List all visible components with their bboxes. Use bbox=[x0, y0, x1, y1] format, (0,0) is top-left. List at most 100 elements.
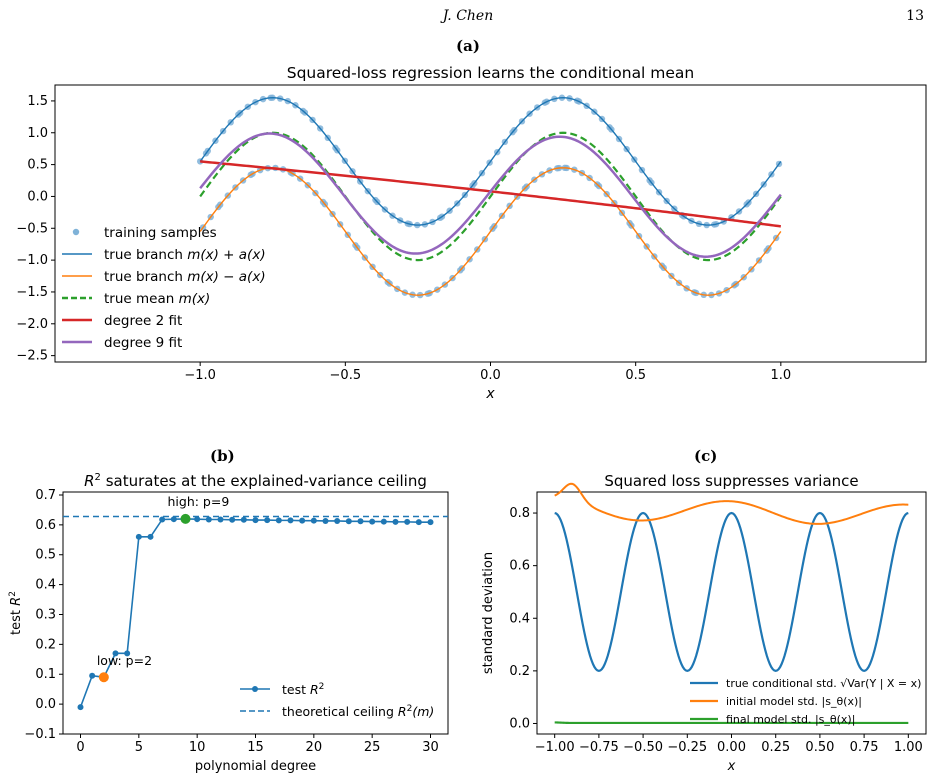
c-legend-label: true conditional std. √Var(Y | X = x) bbox=[726, 677, 921, 690]
b-xtick-label: 10 bbox=[189, 740, 206, 755]
b-ytick-label: −0.1 bbox=[24, 727, 56, 742]
b-ytick-label: 0.4 bbox=[35, 578, 56, 593]
b-ytick-label: 0.2 bbox=[35, 637, 56, 652]
a-legend-label: training samples bbox=[104, 225, 217, 241]
b-ytick-label: 0.3 bbox=[35, 607, 56, 622]
b-ytick-label: 0.6 bbox=[35, 518, 56, 533]
b-series-point bbox=[205, 516, 212, 523]
a-xtick-label: 0.5 bbox=[625, 368, 646, 383]
b-series-point bbox=[240, 516, 247, 523]
b-xtick-label: 0 bbox=[76, 740, 84, 755]
b-series-point bbox=[322, 517, 329, 524]
chart-a: −1.0 −0.5 0.0 0.5 1.0 −2.5 −2.0 −1.5 −1.0 −0.5 0.0… bbox=[16, 64, 927, 402]
a-title: Squared-loss regression learns the condi… bbox=[287, 64, 695, 82]
a-xtick-label: 0.0 bbox=[480, 368, 501, 383]
panel-label-b: (b) bbox=[210, 447, 235, 465]
c-legend-label: final model std. |s_θ(x)| bbox=[726, 713, 855, 726]
a-ytick-label: 1.0 bbox=[27, 126, 48, 141]
c-series-true-std bbox=[554, 511, 909, 673]
c-xlabel: x bbox=[727, 759, 736, 774]
c-ytick-label: 0.0 bbox=[509, 716, 530, 731]
a-ytick-label: −2.0 bbox=[16, 317, 48, 332]
chart-c: −1.00 −0.75 −0.50 −0.25 0.00 0.25 0.50 0.75 1.00… bbox=[481, 472, 927, 774]
b-xtick-label: 15 bbox=[247, 740, 264, 755]
c-xtick-label: −1.00 bbox=[535, 740, 575, 755]
c-series-initial-std bbox=[554, 482, 909, 525]
page-number: 13 bbox=[906, 8, 924, 24]
b-series-test-r2 bbox=[79, 518, 431, 708]
b-highlight-label: low: p=2 bbox=[97, 653, 152, 668]
b-series-point bbox=[159, 516, 166, 523]
b-ytick-label: 0.7 bbox=[35, 488, 56, 503]
b-series-point bbox=[415, 519, 422, 526]
a-legend-label: true branch m(x) − a(x) bbox=[104, 269, 266, 285]
a-xtick-label: −1.0 bbox=[184, 368, 216, 383]
a-xtick-label: 1.0 bbox=[770, 368, 791, 383]
a-legend-marker bbox=[72, 228, 80, 236]
b-title: R2 saturates at the explained-variance c… bbox=[84, 472, 427, 490]
c-xtick-label: −0.75 bbox=[579, 740, 619, 755]
running-header-author: J. Chen bbox=[442, 8, 494, 24]
b-series-point bbox=[380, 518, 387, 525]
b-axes-frame bbox=[62, 491, 449, 735]
b-series-point bbox=[147, 533, 154, 540]
b-series-point bbox=[345, 518, 352, 525]
c-xtick-label: −0.50 bbox=[623, 740, 663, 755]
chart-b: 0 5 10 15 20 25 30 −0.1 0.0 0.1 0.2 0.3 0.4 0.5 0.6 0.7… bbox=[8, 472, 449, 774]
b-series-point bbox=[170, 516, 177, 523]
a-ytick-label: 1.5 bbox=[27, 94, 48, 109]
a-ytick-label: −1.0 bbox=[16, 253, 48, 268]
b-xlabel: polynomial degree bbox=[195, 759, 316, 774]
a-xlabel: x bbox=[485, 386, 495, 402]
b-legend-marker bbox=[252, 686, 258, 692]
b-series-point bbox=[77, 704, 84, 711]
c-ytick-label: 0.2 bbox=[509, 664, 530, 679]
a-legend-label: true mean m(x) bbox=[104, 291, 210, 307]
a-series-lower-branch bbox=[199, 167, 782, 296]
b-ytick-label: 0.1 bbox=[35, 667, 56, 682]
panel-label-a: (a) bbox=[456, 37, 480, 55]
b-series-point bbox=[112, 650, 119, 657]
b-series-point bbox=[310, 517, 317, 524]
a-axes-frame bbox=[54, 84, 927, 363]
a-ytick-label: −0.5 bbox=[16, 221, 48, 236]
b-xtick-label: 5 bbox=[135, 740, 143, 755]
b-highlight-label: high: p=9 bbox=[168, 494, 230, 509]
b-series-point bbox=[287, 517, 294, 524]
c-xtick-label: 0.00 bbox=[717, 740, 746, 755]
b-ylabel: test R2 bbox=[8, 591, 24, 635]
b-series-point bbox=[404, 518, 411, 525]
c-ytick-label: 0.4 bbox=[509, 611, 530, 626]
a-series-true-mean bbox=[199, 131, 782, 262]
a-series-degree9-fit bbox=[199, 132, 782, 258]
b-xtick-label: 20 bbox=[306, 740, 323, 755]
a-series-upper-branch bbox=[199, 97, 782, 226]
a-legend-label: degree 2 fit bbox=[104, 313, 182, 329]
c-ytick-label: 0.6 bbox=[509, 559, 530, 574]
a-legend-label: true branch m(x) + a(x) bbox=[104, 247, 266, 263]
b-series-point bbox=[89, 672, 96, 679]
b-xtick-label: 25 bbox=[364, 740, 381, 755]
b-series-point bbox=[392, 518, 399, 525]
b-series-point bbox=[275, 517, 282, 524]
panel-label-c: (c) bbox=[694, 447, 718, 465]
a-legend-label: degree 9 fit bbox=[104, 335, 182, 351]
c-title: Squared loss suppresses variance bbox=[604, 472, 858, 490]
b-highlight-point bbox=[98, 672, 109, 683]
a-ytick-label: 0.0 bbox=[27, 189, 48, 204]
b-legend-label: test R2 bbox=[282, 682, 324, 697]
b-ytick-label: 0.5 bbox=[35, 548, 56, 563]
c-xtick-label: −0.25 bbox=[667, 740, 707, 755]
b-series-point bbox=[229, 516, 236, 523]
b-series-point bbox=[334, 517, 341, 524]
b-highlight-point bbox=[180, 513, 191, 524]
a-ytick-label: −2.5 bbox=[16, 349, 48, 364]
c-ytick-label: 0.8 bbox=[509, 506, 530, 521]
b-ytick-label: 0.0 bbox=[35, 697, 56, 712]
a-ytick-label: 0.5 bbox=[27, 158, 48, 173]
c-legend-label: initial model std. |s_θ(x)| bbox=[726, 695, 862, 708]
a-xtick-label: −0.5 bbox=[330, 368, 362, 383]
a-ytick-label: −1.5 bbox=[16, 285, 48, 300]
b-series-point bbox=[194, 516, 201, 523]
b-xtick-label: 30 bbox=[422, 740, 439, 755]
